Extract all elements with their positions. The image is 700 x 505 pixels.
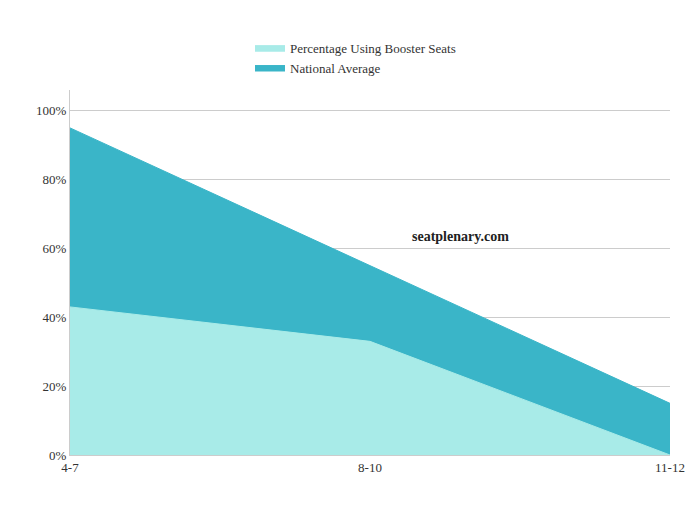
svg-text:National Average: National Average xyxy=(290,61,381,76)
svg-text:20%: 20% xyxy=(43,379,67,394)
svg-text:60%: 60% xyxy=(43,241,67,256)
svg-text:11-12: 11-12 xyxy=(655,460,685,475)
svg-text:seatplenary.com: seatplenary.com xyxy=(412,229,509,244)
svg-text:0%: 0% xyxy=(49,448,67,463)
svg-text:8-10: 8-10 xyxy=(358,460,382,475)
svg-text:100%: 100% xyxy=(36,103,67,118)
svg-text:40%: 40% xyxy=(43,310,67,325)
svg-text:4-7: 4-7 xyxy=(61,460,79,475)
svg-text:80%: 80% xyxy=(43,172,67,187)
svg-text:Percentage Using Booster Seats: Percentage Using Booster Seats xyxy=(290,41,456,56)
